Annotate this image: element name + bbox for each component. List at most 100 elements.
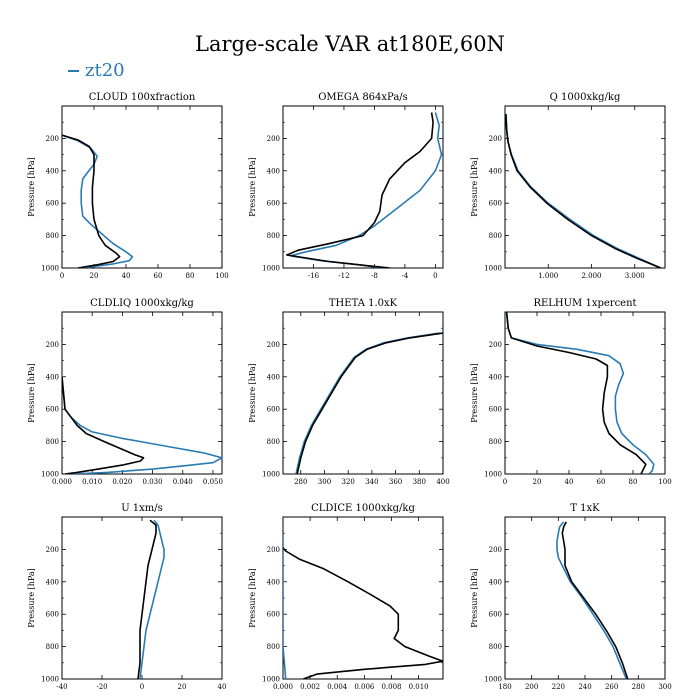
- series-line-control: [505, 312, 647, 474]
- plot-frame: [61, 311, 223, 475]
- x-tick-label: 0.008: [381, 683, 401, 691]
- series-line-control: [62, 134, 121, 268]
- x-tick-label: 0.006: [354, 683, 375, 691]
- x-tick-label: 0.000: [52, 478, 72, 486]
- x-tick-label: 340: [365, 478, 378, 486]
- panel-title: Q 1000xkg/kg: [550, 92, 621, 103]
- x-tick-label: 60: [597, 478, 606, 486]
- series-line-zt20: [289, 112, 443, 268]
- x-tick-label: 1.000: [538, 272, 558, 280]
- y-tick-label: 1000: [262, 265, 280, 273]
- x-tick-label: 2.000: [581, 272, 601, 280]
- panel-title: RELHUM 1xpercent: [533, 298, 636, 309]
- x-tick-label: 40: [565, 478, 574, 486]
- plot-frame: [504, 311, 666, 475]
- panel-title: T 1xK: [570, 503, 600, 514]
- y-tick-label: 600: [489, 611, 502, 619]
- y-tick-label: 1000: [41, 676, 59, 684]
- y-tick-label: 600: [46, 200, 59, 208]
- y-tick-label: 600: [46, 611, 59, 619]
- y-tick-label: 200: [267, 341, 280, 349]
- series-line-control: [137, 519, 157, 679]
- y-tick-label: 200: [267, 546, 280, 554]
- y-tick-label: 800: [46, 232, 59, 240]
- y-tick-label: 800: [489, 232, 502, 240]
- y-tick-label: 400: [489, 373, 502, 381]
- x-tick-label: 20: [90, 272, 99, 280]
- y-tick-label: 200: [46, 546, 59, 554]
- x-tick-label: 180: [498, 683, 511, 691]
- x-tick-label: 300: [318, 478, 331, 486]
- x-tick-label: 280: [632, 683, 645, 691]
- x-tick-label: 280: [294, 478, 307, 486]
- y-tick-label: 800: [489, 438, 502, 446]
- series-line-zt20: [505, 312, 655, 474]
- panel-title: CLDICE 1000xkg/kg: [311, 503, 415, 514]
- plot-frame: [282, 516, 444, 680]
- y-tick-label: 800: [489, 643, 502, 651]
- series-line-zt20: [295, 332, 440, 474]
- x-tick-label: 360: [389, 478, 402, 486]
- y-tick-label: 1000: [262, 471, 280, 479]
- series-line-zt20: [556, 521, 628, 679]
- legend: zt20: [68, 60, 125, 81]
- panel-title: U 1xm/s: [121, 503, 163, 514]
- series-line-control: [296, 332, 443, 474]
- chart-panel-8: CLDICE 1000xkg/kg Pressure [hPa] 200 400 600…: [248, 503, 444, 691]
- x-tick-label: 0.010: [82, 478, 102, 486]
- y-axis-label: Pressure [hPa]: [470, 157, 479, 217]
- x-tick-label: -16: [308, 272, 320, 280]
- y-tick-label: 200: [489, 546, 502, 554]
- series-line-control: [561, 521, 629, 679]
- y-tick-label: 200: [489, 135, 502, 143]
- x-tick-label: 400: [436, 478, 449, 486]
- y-tick-label: 600: [489, 200, 502, 208]
- panel-title: THETA 1.0xK: [329, 298, 398, 309]
- y-tick-label: 400: [46, 578, 59, 586]
- x-tick-label: 100: [658, 478, 671, 486]
- figure-title: Large-scale VAR at180E,60N: [195, 32, 505, 56]
- x-tick-label: 0.004: [327, 683, 348, 691]
- x-tick-label: 80: [186, 272, 195, 280]
- y-tick-label: 400: [267, 373, 280, 381]
- panel-title: CLDLIQ 1000xkg/kg: [90, 298, 194, 309]
- x-tick-label: 3.000: [625, 272, 645, 280]
- plot-frame: [504, 516, 666, 680]
- x-tick-label: 100: [215, 272, 228, 280]
- x-tick-label: 0.010: [409, 683, 429, 691]
- legend-label: zt20: [85, 60, 125, 81]
- y-tick-label: 600: [46, 406, 59, 414]
- x-tick-label: 0: [140, 683, 144, 691]
- panel-title: OMEGA 864xPa/s: [318, 92, 408, 103]
- chart-panel-4: CLDLIQ 1000xkg/kg Pressure [hPa] 200 400 600…: [27, 298, 223, 486]
- y-tick-label: 200: [46, 341, 59, 349]
- y-tick-label: 800: [267, 643, 280, 651]
- y-tick-label: 600: [267, 200, 280, 208]
- y-tick-label: 800: [267, 438, 280, 446]
- x-tick-label: 40: [218, 683, 227, 691]
- series-line-control: [286, 112, 434, 268]
- y-axis-label: Pressure [hPa]: [248, 568, 257, 628]
- x-tick-label: -4: [401, 272, 408, 280]
- chart-panel-2: OMEGA 864xPa/s Pressure [hPa] 200 400 600 800…: [248, 92, 444, 280]
- y-tick-label: 400: [267, 578, 280, 586]
- plot-frame: [504, 105, 666, 269]
- y-tick-label: 400: [46, 373, 59, 381]
- x-tick-label: 0: [60, 272, 64, 280]
- y-tick-label: 200: [267, 135, 280, 143]
- plot-frame: [61, 516, 223, 680]
- x-tick-label: 320: [341, 478, 354, 486]
- x-tick-label: 20: [178, 683, 187, 691]
- legend-line-swatch: [68, 70, 79, 72]
- x-tick-label: 0.002: [300, 683, 320, 691]
- y-axis-label: Pressure [hPa]: [27, 157, 36, 217]
- x-tick-label: 60: [154, 272, 163, 280]
- y-axis-label: Pressure [hPa]: [27, 568, 36, 628]
- y-axis-label: Pressure [hPa]: [248, 363, 257, 423]
- x-tick-label: 0.040: [173, 478, 193, 486]
- y-tick-label: 1000: [262, 676, 280, 684]
